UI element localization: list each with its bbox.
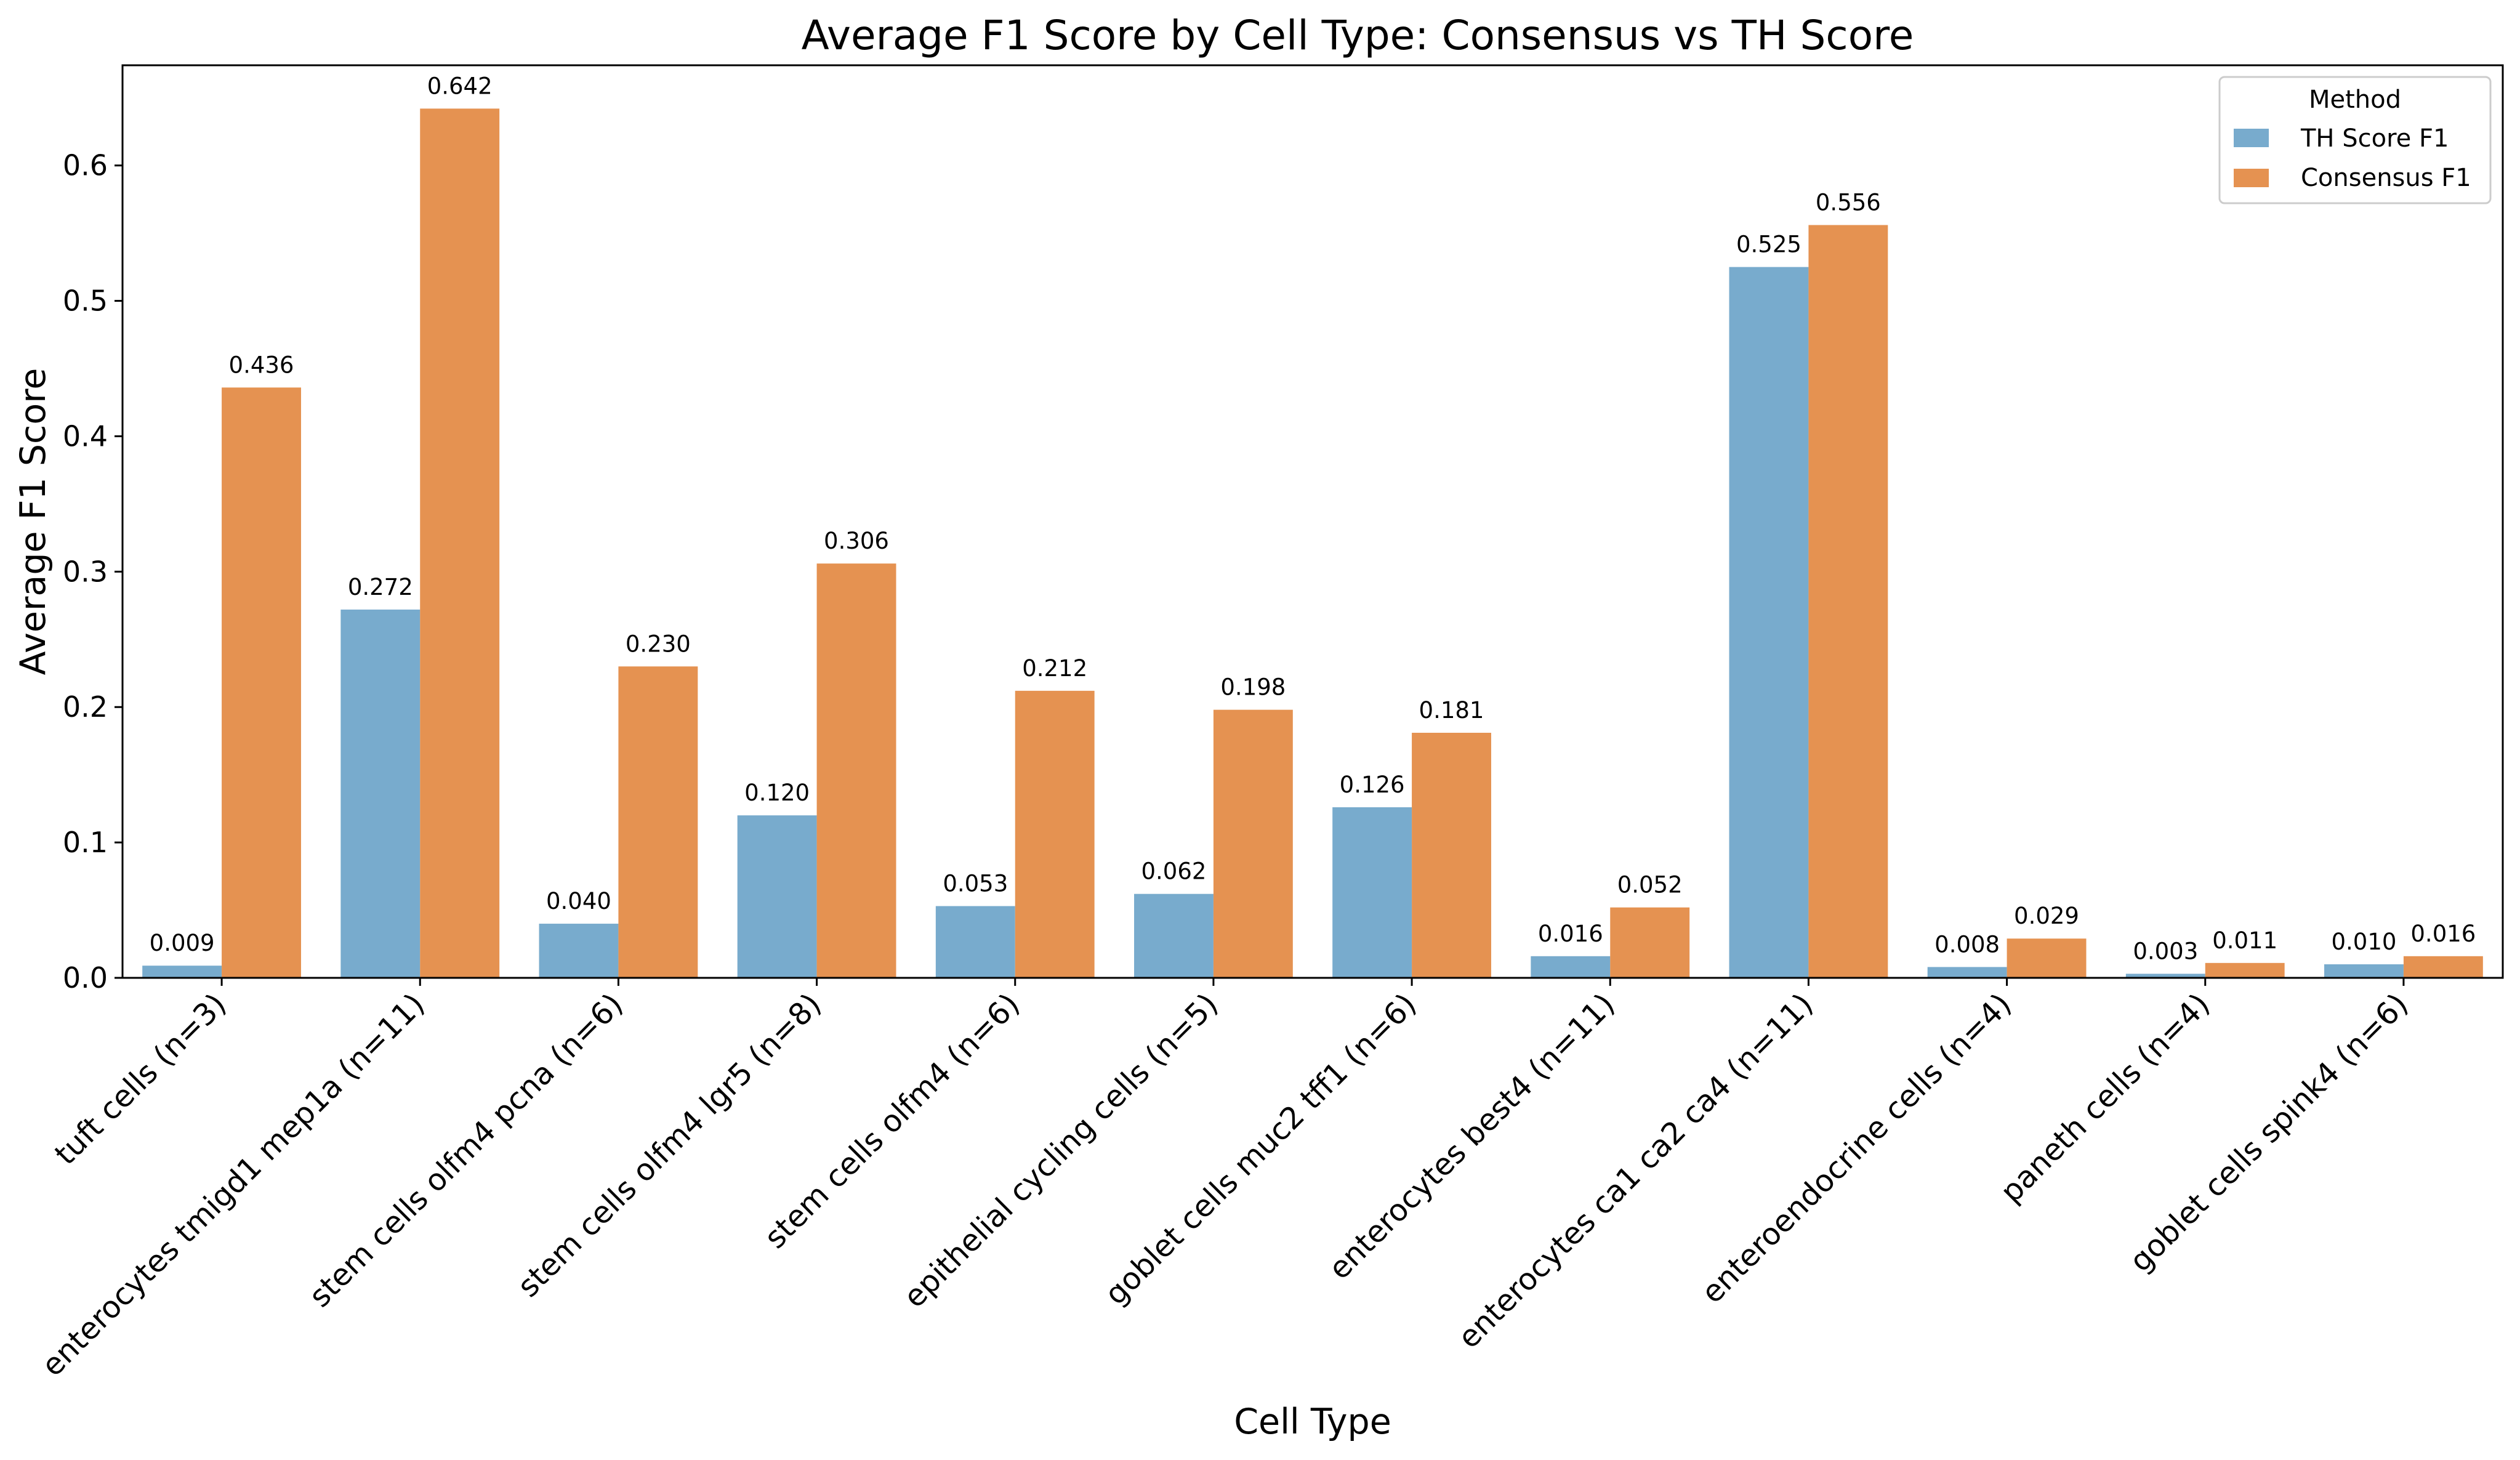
bar-th-score-10 xyxy=(2125,974,2205,978)
bar-consensus-11 xyxy=(2403,956,2483,978)
bar-th-score-11 xyxy=(2324,964,2404,978)
bar-consensus-0 xyxy=(222,387,301,978)
x-axis-label: Cell Type xyxy=(1234,1402,1391,1442)
bar-consensus-3 xyxy=(816,563,896,978)
data-label-th-score-6: 0.126 xyxy=(1340,772,1405,798)
legend-title: Method xyxy=(2309,86,2401,114)
x-tick-label-10: paneth cells (n=4) xyxy=(1994,986,2216,1209)
data-label-th-score-0: 0.009 xyxy=(150,930,215,956)
data-label-consensus-9: 0.029 xyxy=(2014,903,2079,929)
bar-th-score-8 xyxy=(1729,267,1809,978)
x-tick-label-8: enterocytes ca1 ca2 ca4 (n=11) xyxy=(1451,986,1820,1355)
data-label-consensus-5: 0.198 xyxy=(1220,674,1286,701)
legend-swatch-consensus xyxy=(2234,169,2269,187)
y-tick-label-6: 0.6 xyxy=(63,149,108,182)
bar-th-score-2 xyxy=(539,924,619,978)
data-label-th-score-1: 0.272 xyxy=(348,574,413,600)
x-tick-label-1: enterocytes tmigd1 mep1a (n=11) xyxy=(35,986,432,1383)
data-label-consensus-0: 0.436 xyxy=(229,352,294,378)
bar-consensus-10 xyxy=(2205,962,2285,978)
y-axis: 0.0 0.1 0.2 0.3 0.4 0.5 0.6 xyxy=(63,149,123,994)
data-label-th-score-4: 0.053 xyxy=(943,870,1008,897)
chart-title: Average F1 Score by Cell Type: Consensus… xyxy=(802,12,1914,59)
legend-label-th-score: TH Score F1 xyxy=(2300,124,2449,153)
data-label-th-score-2: 0.040 xyxy=(546,888,611,914)
legend-swatch-th-score xyxy=(2234,129,2269,147)
bar-consensus-1 xyxy=(420,108,500,978)
data-label-th-score-7: 0.016 xyxy=(1538,921,1603,947)
data-label-consensus-8: 0.556 xyxy=(1816,189,1881,216)
y-tick-label-1: 0.1 xyxy=(63,826,108,859)
data-labels-layer: 0.009 0.436 0.272 0.642 0.040 0.230 0.120 0.306… xyxy=(150,73,2476,964)
data-label-consensus-2: 0.230 xyxy=(626,631,691,657)
data-label-consensus-11: 0.016 xyxy=(2410,921,2476,947)
legend: Method TH Score F1 Consensus F1 xyxy=(2218,76,2492,204)
bar-consensus-5 xyxy=(1213,709,1293,978)
y-tick-label-0: 0.0 xyxy=(63,961,108,994)
bar-th-score-6 xyxy=(1332,807,1412,978)
legend-box xyxy=(2218,76,2492,204)
bar-th-score-1 xyxy=(340,609,421,978)
bar-th-score-0 xyxy=(142,966,222,978)
data-label-consensus-1: 0.642 xyxy=(427,73,493,99)
data-label-consensus-4: 0.212 xyxy=(1022,655,1087,682)
bar-th-score-9 xyxy=(1927,967,2007,978)
x-tick-label-5: epithelial cycling cells (n=5) xyxy=(897,986,1225,1315)
data-label-th-score-9: 0.008 xyxy=(1934,931,2000,958)
x-tick-label-0: tuft cells (n=3) xyxy=(48,986,233,1172)
bar-th-score-4 xyxy=(935,906,1015,978)
y-axis-label: Average F1 Score xyxy=(13,368,54,675)
x-axis: tuft cells (n=3)enterocytes tmigd1 mep1a… xyxy=(35,978,2415,1383)
bar-consensus-8 xyxy=(1808,225,1888,978)
bar-consensus-6 xyxy=(1412,733,1491,978)
bar-th-score-3 xyxy=(737,815,817,978)
data-label-th-score-11: 0.010 xyxy=(2332,929,2397,955)
data-label-consensus-10: 0.011 xyxy=(2212,927,2277,954)
bars-layer xyxy=(142,108,2483,978)
bar-consensus-2 xyxy=(618,666,698,978)
bar-consensus-4 xyxy=(1015,690,1095,978)
data-label-th-score-8: 0.525 xyxy=(1736,232,1801,258)
data-label-th-score-10: 0.003 xyxy=(2133,938,2198,964)
x-tick-label-9: enteroendocrine cells (n=4) xyxy=(1694,986,2018,1310)
plot-frame xyxy=(121,64,2504,979)
bar-consensus-9 xyxy=(2007,938,2087,978)
data-label-th-score-3: 0.120 xyxy=(744,780,810,806)
x-tick-label-6: goblet cells muc2 tff1 (n=6) xyxy=(1098,986,1423,1312)
bar-th-score-5 xyxy=(1134,893,1214,978)
y-tick-label-2: 0.2 xyxy=(63,690,108,724)
x-tick-label-2: stem cells olfm4 pcna (n=6) xyxy=(302,986,630,1314)
data-label-consensus-3: 0.306 xyxy=(824,528,889,554)
data-label-consensus-6: 0.181 xyxy=(1419,697,1484,724)
y-tick-label-5: 0.5 xyxy=(63,284,108,318)
data-label-th-score-5: 0.062 xyxy=(1141,858,1207,885)
bar-consensus-7 xyxy=(1610,907,1690,978)
data-label-consensus-7: 0.052 xyxy=(1617,872,1683,898)
y-tick-label-3: 0.3 xyxy=(63,555,108,588)
y-tick-label-4: 0.4 xyxy=(63,419,108,453)
legend-label-consensus: Consensus F1 xyxy=(2301,164,2471,192)
bar-th-score-7 xyxy=(1531,956,1611,978)
